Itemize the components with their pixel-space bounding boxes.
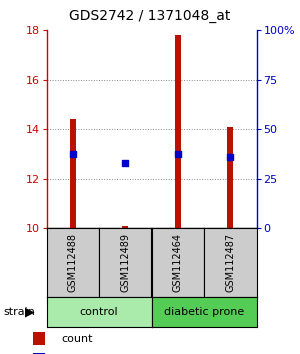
Point bbox=[70, 152, 75, 157]
Text: control: control bbox=[80, 307, 118, 318]
Bar bbox=[33, 332, 44, 345]
Point bbox=[175, 152, 180, 157]
Text: GSM112487: GSM112487 bbox=[225, 233, 235, 292]
Bar bbox=[175, 35, 181, 228]
Text: strain: strain bbox=[3, 307, 35, 318]
Text: GDS2742 / 1371048_at: GDS2742 / 1371048_at bbox=[69, 9, 231, 23]
Text: GSM112464: GSM112464 bbox=[173, 233, 183, 292]
Text: GSM112488: GSM112488 bbox=[68, 233, 78, 292]
Text: count: count bbox=[62, 333, 93, 344]
Text: diabetic prone: diabetic prone bbox=[164, 307, 244, 318]
Point bbox=[228, 154, 233, 160]
Bar bbox=[70, 119, 76, 228]
Text: GSM112489: GSM112489 bbox=[120, 233, 130, 292]
Bar bbox=[122, 226, 128, 228]
Bar bbox=[227, 127, 233, 228]
Text: ▶: ▶ bbox=[25, 306, 35, 319]
Bar bbox=[33, 353, 44, 354]
Point bbox=[123, 160, 128, 166]
